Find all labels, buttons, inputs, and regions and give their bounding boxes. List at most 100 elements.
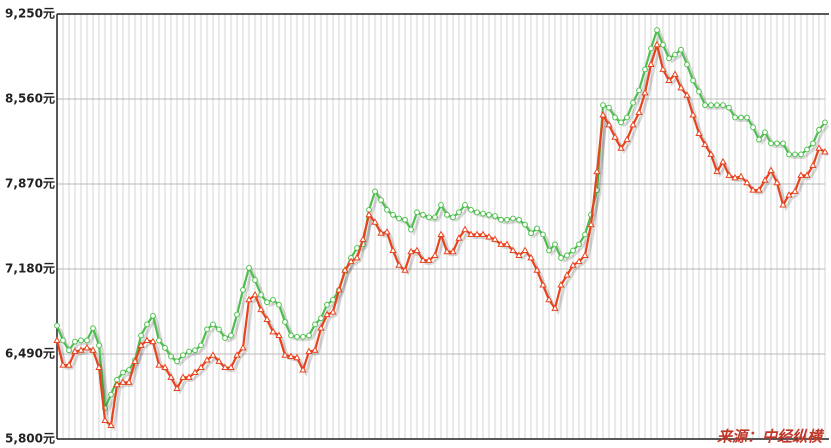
point xyxy=(641,88,649,96)
point xyxy=(215,357,223,364)
point xyxy=(204,326,210,333)
point xyxy=(618,119,624,126)
point xyxy=(599,110,607,118)
point xyxy=(389,246,397,254)
point xyxy=(143,336,151,343)
point xyxy=(246,264,252,271)
point xyxy=(83,343,91,351)
point xyxy=(84,337,90,344)
point xyxy=(708,102,714,109)
point xyxy=(629,120,637,128)
point xyxy=(750,124,756,131)
point xyxy=(486,211,492,218)
point xyxy=(521,246,529,254)
point xyxy=(89,346,97,353)
y-tick-label: 7,180元 xyxy=(5,262,55,276)
point xyxy=(786,151,792,158)
point xyxy=(683,91,691,98)
point xyxy=(581,251,589,258)
point xyxy=(365,210,373,218)
point xyxy=(701,140,709,148)
point xyxy=(474,209,480,216)
point xyxy=(533,266,541,273)
point xyxy=(90,325,96,332)
point xyxy=(198,342,204,349)
point xyxy=(821,147,829,155)
point xyxy=(791,187,799,194)
point xyxy=(60,337,66,344)
point xyxy=(54,322,60,329)
point xyxy=(137,341,145,348)
point xyxy=(384,206,390,213)
point xyxy=(300,333,306,340)
point xyxy=(275,331,283,339)
point xyxy=(443,247,451,255)
point xyxy=(413,246,421,254)
point xyxy=(180,352,186,359)
point xyxy=(785,191,793,198)
point xyxy=(324,301,330,308)
point xyxy=(341,266,349,273)
point xyxy=(377,229,385,236)
point xyxy=(234,311,240,318)
point xyxy=(648,45,654,52)
point xyxy=(383,228,391,235)
point xyxy=(690,77,696,84)
point xyxy=(624,114,630,121)
point xyxy=(576,241,582,248)
point xyxy=(510,215,516,222)
point xyxy=(552,241,558,248)
point xyxy=(611,133,619,140)
point xyxy=(401,266,409,273)
point xyxy=(305,347,313,355)
plot xyxy=(53,26,830,432)
y-tick-label: 9,250元 xyxy=(5,7,55,21)
series-shadow xyxy=(58,42,829,432)
y-tick-label: 8,560元 xyxy=(5,92,55,106)
point xyxy=(161,363,169,371)
point xyxy=(233,351,241,358)
point xyxy=(749,186,757,193)
point xyxy=(684,61,690,68)
point xyxy=(306,332,312,339)
point xyxy=(155,361,163,368)
point xyxy=(221,363,229,371)
point xyxy=(593,167,601,175)
point xyxy=(719,157,727,165)
point xyxy=(270,296,276,303)
point xyxy=(479,230,487,238)
point xyxy=(252,277,258,283)
point xyxy=(738,114,744,121)
point xyxy=(276,301,282,308)
point xyxy=(689,110,697,118)
point xyxy=(503,240,511,247)
point xyxy=(359,235,367,242)
point xyxy=(101,416,109,424)
point xyxy=(138,332,144,339)
point xyxy=(390,211,396,218)
point xyxy=(672,51,678,58)
point xyxy=(108,391,114,398)
point xyxy=(623,135,631,143)
point xyxy=(606,104,612,111)
point xyxy=(534,225,540,232)
point xyxy=(515,251,523,258)
point xyxy=(539,280,547,288)
point xyxy=(53,336,61,343)
point xyxy=(773,178,781,186)
point xyxy=(149,337,157,345)
point xyxy=(288,332,294,339)
point xyxy=(203,356,211,363)
point xyxy=(804,146,810,153)
point xyxy=(426,214,432,221)
point xyxy=(678,46,684,53)
point xyxy=(792,151,798,158)
point xyxy=(294,333,300,340)
point xyxy=(816,126,822,133)
point xyxy=(287,352,295,359)
point xyxy=(480,210,486,217)
point xyxy=(432,214,438,221)
point xyxy=(467,230,475,238)
point xyxy=(119,378,127,385)
